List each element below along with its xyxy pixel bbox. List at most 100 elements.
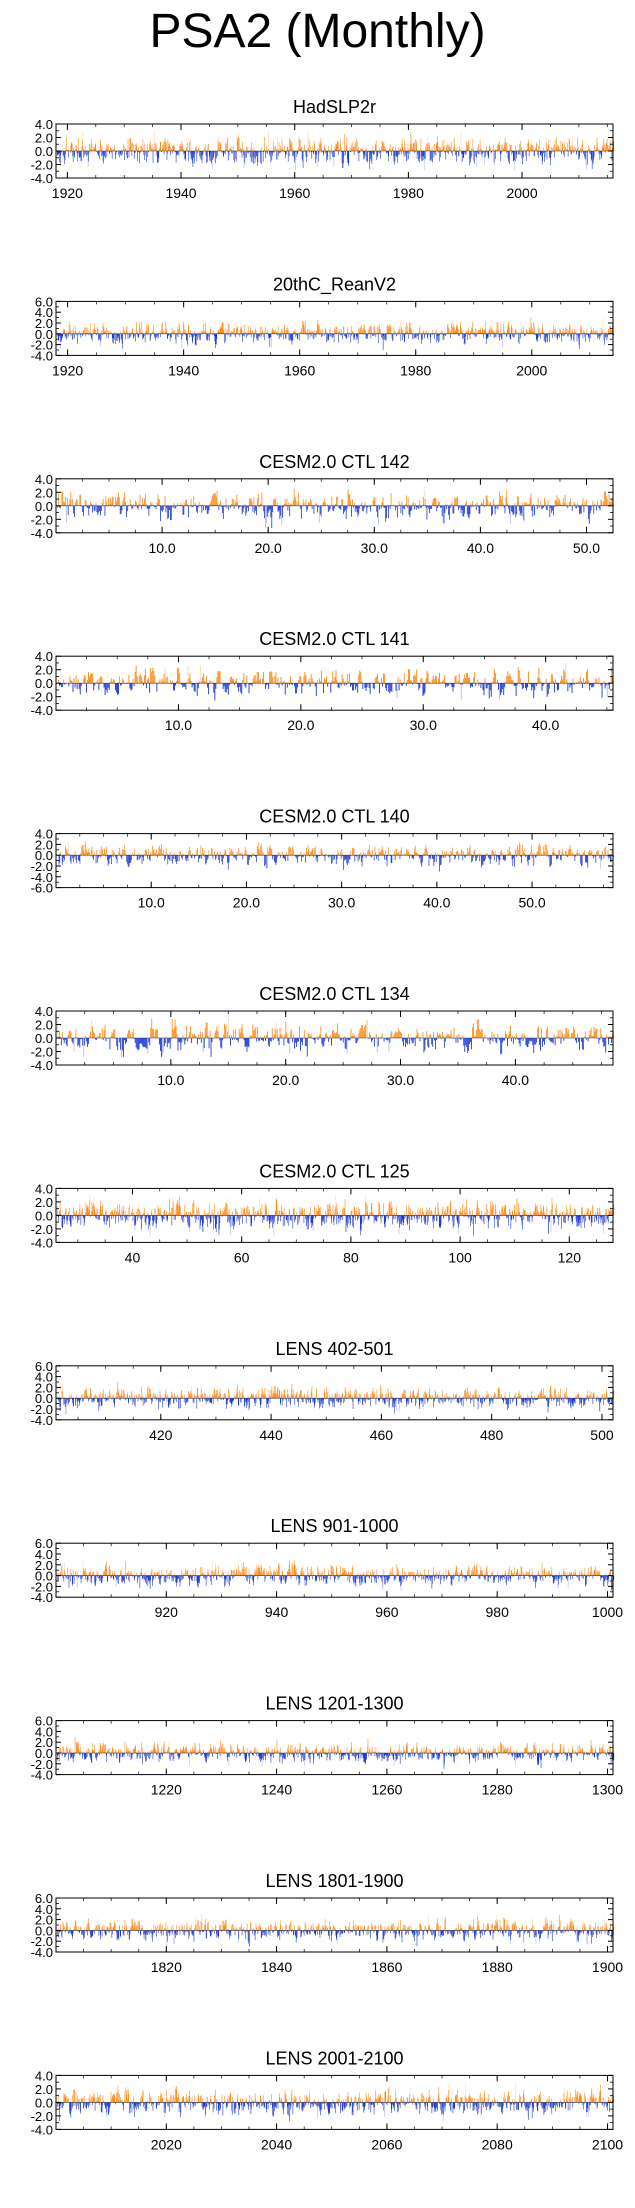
bar (581, 144, 583, 151)
bar (103, 326, 105, 334)
bar (343, 505, 344, 514)
bar (333, 505, 335, 512)
bar (528, 504, 530, 506)
bar (444, 1038, 446, 1042)
bar (174, 151, 176, 153)
bar (564, 494, 566, 506)
bar (290, 504, 292, 506)
bar (425, 505, 427, 508)
bar (118, 150, 120, 151)
bar (474, 333, 476, 337)
bar (119, 151, 120, 158)
bar (388, 505, 390, 507)
bar (229, 333, 231, 338)
bar (390, 149, 391, 151)
bar (599, 505, 601, 511)
bar (188, 151, 190, 153)
bar (162, 322, 163, 334)
bar (201, 677, 203, 684)
bar (264, 331, 266, 334)
bar (129, 333, 131, 338)
bar (102, 333, 103, 335)
bar (237, 327, 239, 334)
bar (520, 505, 522, 514)
x-tick-label: 50.0 (518, 895, 545, 911)
bar (93, 1033, 95, 1038)
bar (326, 504, 328, 506)
bar (159, 499, 161, 506)
bar (207, 333, 209, 340)
bar (310, 674, 312, 684)
bar (204, 331, 206, 334)
bar (167, 151, 168, 154)
bar (256, 845, 258, 856)
bar (335, 496, 337, 506)
bar (472, 683, 474, 687)
bar (123, 680, 125, 684)
bar (117, 683, 118, 695)
bar (156, 333, 157, 338)
bar (373, 1038, 375, 1047)
bar (186, 682, 188, 684)
bar (339, 1038, 341, 1041)
bar (601, 151, 602, 159)
bar (108, 331, 110, 334)
bar (274, 331, 275, 334)
bar (143, 503, 144, 506)
bar (492, 331, 493, 334)
bar (199, 151, 201, 159)
x-tick-label: 10.0 (138, 895, 165, 911)
bar (366, 151, 368, 161)
bar (315, 333, 317, 338)
bar (482, 855, 484, 866)
bar (386, 326, 388, 334)
y-tick-label: 2.0 (35, 316, 53, 331)
bar (605, 146, 606, 151)
bar (574, 855, 576, 862)
bar (438, 333, 439, 343)
bar (409, 147, 410, 151)
bar (383, 673, 385, 684)
bar (182, 331, 184, 334)
bar (164, 496, 166, 506)
bar (336, 145, 338, 151)
bar (322, 502, 324, 506)
bar (134, 672, 136, 684)
bar (484, 151, 486, 158)
bar (415, 505, 417, 510)
bar (59, 683, 60, 686)
bar (302, 1037, 304, 1038)
bar (576, 151, 578, 153)
bar (80, 333, 81, 335)
bar (163, 1038, 165, 1047)
bar (591, 850, 593, 856)
bar (165, 1036, 167, 1038)
bar (607, 144, 608, 151)
bar (247, 151, 248, 153)
bar (62, 328, 64, 334)
bar (292, 504, 293, 506)
bar (480, 330, 482, 334)
bar (370, 151, 371, 159)
bar (237, 683, 239, 688)
bar (133, 333, 135, 338)
bar (455, 151, 457, 156)
bar (179, 1038, 181, 1043)
bar (328, 151, 330, 153)
bar (193, 683, 195, 691)
bar (388, 1038, 390, 1052)
bar (207, 1035, 209, 1038)
bar (576, 333, 577, 335)
bar (146, 505, 148, 509)
bar (440, 149, 442, 151)
bar (572, 331, 573, 334)
bar (556, 333, 558, 339)
bar (459, 1038, 461, 1039)
bar (238, 138, 240, 151)
bar (282, 681, 284, 684)
bar (119, 505, 121, 514)
bar (156, 146, 157, 151)
bar (548, 144, 549, 151)
bar (120, 505, 122, 515)
bar (228, 324, 229, 334)
